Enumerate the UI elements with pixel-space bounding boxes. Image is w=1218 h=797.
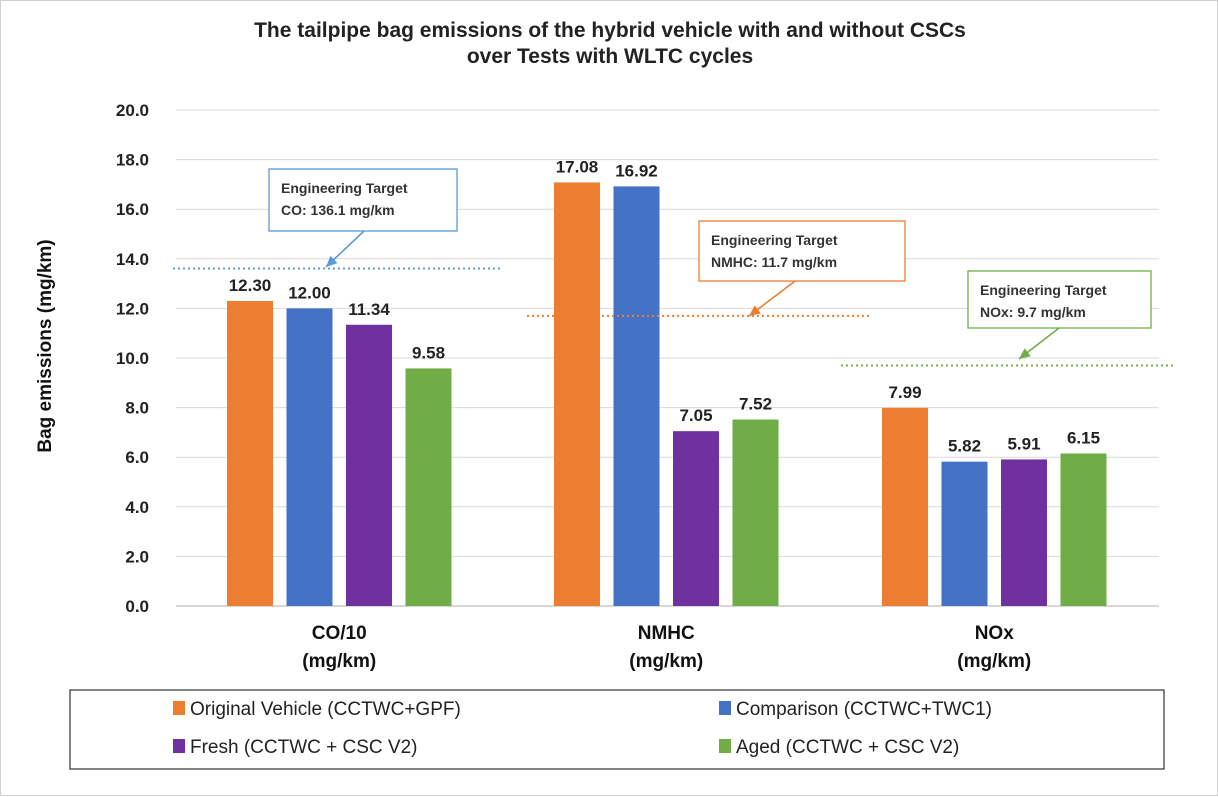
- y-axis-label: Bag emissions (mg/km): [35, 239, 56, 452]
- bar: [405, 368, 452, 606]
- data-label: 12.00: [288, 283, 331, 302]
- data-label: 11.34: [348, 300, 390, 319]
- data-label: 7.99: [888, 383, 921, 402]
- y-tick-label: 2.0: [125, 547, 149, 566]
- annotation-arrowhead: [749, 305, 761, 316]
- y-tick-label: 18.0: [116, 151, 149, 170]
- x-category-label: (mg/km): [629, 651, 703, 672]
- annotation-text: NMHC: 11.7 mg/km: [711, 254, 837, 270]
- data-label: 5.82: [948, 437, 981, 456]
- bar: [346, 324, 392, 606]
- annotation-box: [698, 220, 906, 282]
- annotation-arrowhead: [1019, 348, 1031, 359]
- y-tick-label: 16.0: [116, 200, 149, 219]
- annotation-text: Engineering Target: [980, 282, 1107, 298]
- chart-title-line: The tailpipe bag emissions of the hybrid…: [254, 19, 966, 42]
- y-tick-label: 20.0: [116, 101, 149, 120]
- y-tick-label: 14.0: [116, 250, 149, 269]
- data-label: 5.91: [1007, 434, 1040, 453]
- chart-title-line: over Tests with WLTC cycles: [467, 45, 753, 68]
- bar: [286, 308, 333, 606]
- bar: [613, 186, 660, 606]
- legend-label: Aged (CCTWC + CSC V2): [736, 737, 959, 758]
- annotation-arrowhead: [326, 255, 338, 267]
- annotation-text: NOx: 9.7 mg/km: [980, 304, 1086, 320]
- annotation-text: CO: 136.1 mg/km: [281, 202, 395, 218]
- annotation-box: [967, 270, 1152, 329]
- legend-box: [69, 689, 1165, 770]
- data-label: 17.08: [556, 157, 599, 176]
- y-tick-label: 4.0: [125, 498, 149, 517]
- bar: [882, 407, 928, 606]
- y-tick-label: 0.0: [125, 597, 149, 616]
- legend-label: Comparison (CCTWC+TWC1): [736, 699, 992, 720]
- y-tick-label: 8.0: [125, 399, 149, 418]
- data-label: 7.05: [679, 406, 712, 425]
- data-label: 7.52: [739, 395, 772, 414]
- bar: [732, 419, 779, 606]
- data-label: 12.30: [229, 276, 272, 295]
- legend-swatch: [173, 739, 185, 753]
- annotation-text: Engineering Target: [281, 180, 408, 196]
- bar: [1001, 459, 1047, 606]
- legend-label: Original Vehicle (CCTWC+GPF): [190, 699, 461, 720]
- bar: [227, 300, 273, 606]
- bar: [941, 461, 988, 606]
- data-label: 6.15: [1067, 428, 1100, 447]
- data-label: 9.58: [412, 343, 445, 362]
- x-category-label: CO/10: [312, 623, 367, 644]
- legend-swatch: [719, 701, 731, 715]
- x-category-label: NMHC: [638, 623, 695, 644]
- data-label: 16.92: [615, 161, 658, 180]
- bar: [554, 182, 600, 606]
- bar: [673, 431, 719, 606]
- legend-swatch: [173, 701, 185, 715]
- annotation-text: Engineering Target: [711, 232, 838, 248]
- x-category-label: NOx: [975, 623, 1015, 644]
- legend-swatch: [719, 739, 731, 753]
- legend-label: Fresh (CCTWC + CSC V2): [190, 737, 418, 758]
- y-tick-label: 6.0: [125, 448, 149, 467]
- x-category-label: (mg/km): [957, 651, 1031, 672]
- annotation-box: [268, 168, 458, 232]
- bar: [1060, 453, 1107, 606]
- x-category-label: (mg/km): [302, 651, 376, 672]
- y-tick-label: 12.0: [116, 299, 149, 318]
- y-tick-label: 10.0: [116, 349, 149, 368]
